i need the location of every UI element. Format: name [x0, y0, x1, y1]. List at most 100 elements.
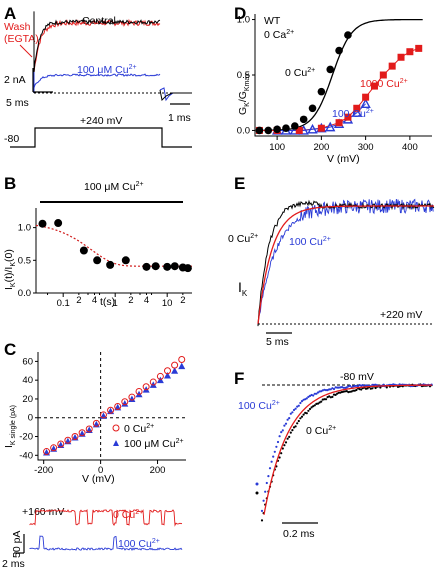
f-point-0cu-28 — [305, 412, 308, 415]
c-point-100cu-11 — [121, 400, 129, 407]
f-point-0cu-25 — [300, 415, 304, 418]
f-100cu-label: 100 Cu2+ — [238, 400, 280, 412]
f-point-100cu-43 — [329, 388, 332, 391]
f-point-100cu-11 — [278, 435, 281, 438]
panel-a: A Wash (EGTA) Control 100 μM Cu2+ 2 nA 5… — [4, 4, 192, 148]
b-minor-label-0: 2 — [76, 295, 81, 306]
panel-f-letter: F — [234, 369, 244, 388]
f-point-0cu-23 — [297, 419, 300, 423]
f-point-100cu-23 — [297, 404, 300, 407]
d-point-0cu-2 — [273, 125, 281, 134]
f-point-0cu-20 — [292, 426, 296, 429]
c-point-0cu-3 — [64, 436, 72, 444]
e-voltage-label: +220 mV — [380, 309, 422, 321]
f-point-100cu-42 — [328, 388, 331, 391]
d-100cu-label: 100 Cu2+ — [332, 108, 374, 120]
trace-a-control — [33, 11, 161, 93]
d-ytick-label-2: 1.0 — [237, 15, 250, 26]
f-point-100cu-14 — [283, 424, 286, 427]
d-point-100cu-4 — [307, 123, 318, 134]
scale-a-x1-label: 5 ms — [6, 97, 29, 109]
f-point-0cu-33 — [313, 404, 316, 407]
d-point-1000cu-13 — [415, 44, 423, 52]
d-point-0cu-9 — [335, 46, 343, 55]
f-point-0cu-53 — [345, 390, 348, 393]
c-point-0cu-17 — [164, 367, 171, 375]
c-xtick-label-1: 0 — [98, 465, 103, 476]
cu-100-label: 100 μM Cu2+ — [77, 64, 137, 76]
f-point-100cu-55 — [348, 384, 352, 387]
panel-c-xlabel: V (mV) — [82, 473, 115, 485]
f-point-100cu-17 — [288, 417, 291, 420]
f-point-0cu-36 — [318, 401, 321, 404]
scale-f-label: 0.2 ms — [283, 528, 315, 540]
f-outlier-blue — [255, 482, 259, 486]
c-point-0cu-2 — [57, 440, 65, 448]
f-point-0cu-29 — [307, 409, 310, 412]
f-point-100cu-12 — [280, 431, 283, 434]
trace-a-wash — [33, 12, 161, 93]
c-point-0cu-16 — [156, 372, 164, 380]
f-point-0cu-42 — [328, 395, 331, 398]
panel-d-axes: 0.0 0.5 1.0 100 200 300 400 — [237, 14, 432, 153]
c-xtick-label-2: 200 — [150, 465, 166, 476]
d-point-0cu-5 — [299, 115, 308, 124]
d-point-0cu-7 — [317, 87, 326, 96]
d-point-1000cu-4 — [335, 119, 343, 127]
f-point-100cu-20 — [292, 408, 296, 412]
d-point-100cu-10 — [360, 98, 371, 109]
panel-c-points — [43, 356, 186, 456]
single-channel-trace-0cu — [29, 508, 183, 527]
f-point-100cu-9 — [275, 445, 278, 448]
f-point-100cu-47 — [336, 386, 339, 389]
b-point-1 — [54, 219, 63, 228]
b-point-4 — [106, 260, 115, 269]
b-point-3 — [93, 256, 102, 265]
b-xtick-label-1: 1 — [113, 298, 118, 309]
d-point-0cu-3 — [282, 124, 290, 133]
c-xtick-label-0: -200 — [34, 465, 53, 476]
f-point-0cu-31 — [310, 406, 313, 409]
voltage-protocol-a — [10, 127, 192, 148]
f-point-100cu-70 — [372, 383, 376, 386]
panel-c-letter: C — [4, 340, 16, 359]
f-point-0cu-30 — [308, 407, 312, 411]
c-point-0cu-14 — [142, 383, 150, 391]
f-point-100cu-2 — [264, 490, 267, 493]
c-point-0cu-18 — [171, 361, 179, 369]
c-point-100cu-17 — [164, 371, 171, 379]
f-point-0cu-69 — [371, 387, 374, 390]
f-point-100cu-48 — [337, 386, 340, 389]
c-point-0cu-6 — [85, 425, 93, 433]
e-ik-label: IK — [238, 279, 248, 298]
panel-e-letter: E — [234, 174, 245, 193]
b-point-2 — [79, 246, 88, 255]
panel-b-points — [38, 219, 192, 273]
d-point-0cu-10 — [344, 31, 352, 39]
trace-f-fit — [263, 384, 432, 515]
c-point-0cu-13 — [135, 387, 143, 395]
f-0cu-label: 0 Cu2+ — [306, 425, 336, 437]
b-point-7 — [151, 262, 160, 271]
b-minor-label-4: 2 — [180, 295, 185, 306]
scale-a-x2-label: 1 ms — [168, 112, 191, 124]
f-point-100cu-32 — [312, 394, 315, 397]
hold-voltage-label: -80 — [4, 133, 19, 145]
f-point-0cu-18 — [289, 431, 292, 434]
f-outlier-black — [255, 491, 259, 495]
b-point-9 — [170, 262, 179, 271]
c-axis-frame — [37, 352, 186, 461]
d-xtick-label-3: 400 — [402, 142, 418, 153]
d-point-1000cu-8 — [370, 82, 378, 90]
panel-b-axes: 0.00.51.00.1 1 102 4 2 4 2 — [18, 208, 192, 309]
f-point-0cu-14 — [283, 444, 286, 447]
f-point-0cu-15 — [284, 441, 288, 444]
d-xtick-label-2: 300 — [358, 142, 374, 153]
f-point-100cu-34 — [315, 392, 318, 395]
f-point-0cu-17 — [288, 435, 291, 438]
f-point-100cu-24 — [299, 401, 302, 405]
f-point-0cu-35 — [316, 402, 320, 405]
c-point-100cu-18 — [171, 367, 179, 374]
f-point-100cu-21 — [294, 407, 297, 410]
f-voltage-label: -80 mV — [340, 371, 374, 383]
